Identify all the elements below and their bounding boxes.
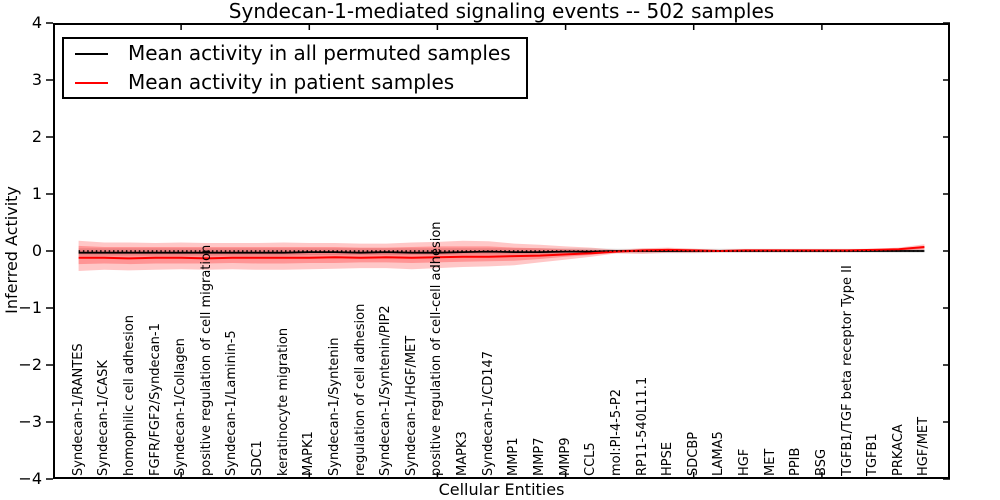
x-category-label: FGFR/FGF2/Syndecan-1 [147, 323, 163, 476]
x-category-label: MMP9 [557, 437, 573, 476]
x-category-label: Syndecan-1/Syntenin [326, 337, 342, 477]
y-tick-label: −3 [18, 412, 42, 431]
x-category-label: PRKACA [890, 424, 906, 476]
x-category-label: MAPK1 [301, 431, 317, 476]
series-line-1 [78, 246, 925, 260]
patient-line-sample-icon [75, 81, 108, 84]
x-category-label: RP11-540L11.1 [634, 376, 650, 476]
x-category-label: homophilic cell adhesion [121, 315, 137, 476]
x-category-label: SDC1 [250, 440, 265, 476]
x-category-label: PPIB [788, 447, 804, 476]
x-category-label: positive regulation of cell-cell adhesio… [429, 221, 445, 476]
y-tick-label: 0 [31, 241, 42, 260]
y-tick-label: −4 [18, 469, 42, 488]
x-category-label: LAMA5 [711, 431, 727, 476]
x-category-label: CCL5 [583, 442, 599, 476]
legend-item-label: Mean activity in all permuted samples [128, 41, 511, 65]
x-category-label: Syndecan-1/RANTES [70, 343, 86, 476]
x-category-label: MAPK3 [455, 431, 471, 476]
legend-item-label: Mean activity in patient samples [128, 70, 455, 94]
y-tick-label: −1 [18, 298, 42, 317]
x-category-label: HGF/MET [916, 416, 932, 476]
x-category-label: positive regulation of cell migration [198, 244, 214, 476]
x-category-label: Syndecan-1/Syntenin/PIP2 [378, 305, 394, 476]
x-category-label: HGF [737, 448, 752, 476]
y-tick-label: 4 [31, 13, 42, 32]
x-category-label: keratinocyte migration [275, 327, 291, 476]
x-category-label: MMP1 [506, 437, 522, 476]
x-category-label: BSG [813, 448, 829, 476]
x-category-label: Syndecan-1/Collagen [173, 338, 189, 476]
y-tick-label: 2 [31, 127, 42, 146]
x-category-label: MMP7 [531, 437, 547, 476]
x-category-label: mol:PI-4-5-P2 [608, 388, 624, 476]
legend-item: Mean activity in all permuted samples [64, 39, 526, 68]
chart-title: Syndecan-1-mediated signaling events -- … [228, 0, 775, 23]
x-category-label: Syndecan-1/CASK [96, 360, 112, 476]
x-category-label: Syndecan-1/HGF/MET [403, 335, 419, 476]
x-category-label: regulation of cell adhesion [352, 303, 368, 476]
y-tick-label: −2 [18, 355, 42, 374]
legend: Mean activity in all permuted samples Me… [62, 37, 528, 99]
x-category-label: Syndecan-1/Laminin-5 [224, 330, 240, 476]
legend-item: Mean activity in patient samples [64, 68, 526, 97]
permuted-line-sample-icon [75, 52, 108, 55]
x-category-label: SDCBP [685, 431, 701, 476]
x-category-label: HPSE [660, 441, 676, 476]
y-tick-label: 1 [31, 184, 42, 203]
x-axis-title: Cellular Entities [438, 480, 565, 499]
x-category-label: TGFB1/TGF beta receptor Type II [839, 265, 855, 476]
x-category-label: MET [762, 448, 778, 476]
x-category-label: TGFB1 [865, 433, 881, 476]
y-tick-label: 3 [31, 70, 42, 89]
x-category-label: Syndecan-1/CD147 [480, 350, 496, 476]
